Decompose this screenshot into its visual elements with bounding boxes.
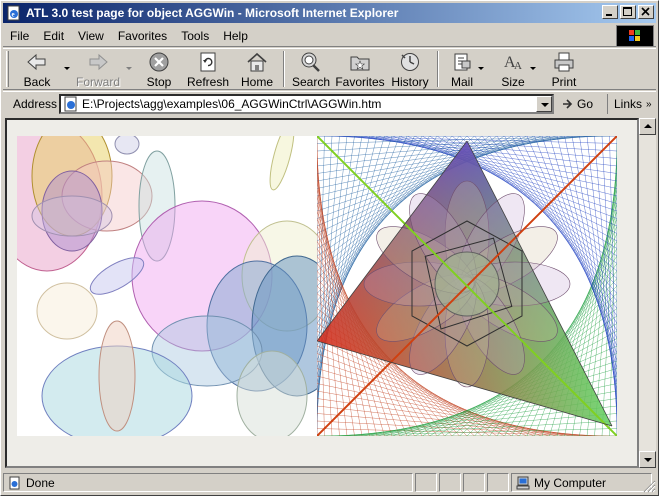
history-button[interactable]: History — [386, 49, 434, 89]
scroll-down-button[interactable] — [639, 451, 656, 468]
status-panel-empty-3 — [463, 473, 485, 492]
close-icon — [641, 7, 650, 16]
toolbar-separator — [437, 51, 439, 87]
agg-ellipses-canvas[interactable] — [17, 136, 317, 436]
forward-arrow-icon — [89, 53, 108, 71]
ie-page-icon: e — [7, 5, 20, 21]
menu-tools[interactable]: Tools — [181, 28, 210, 43]
back-dropdown-icon[interactable] — [64, 67, 70, 70]
resize-grip-icon[interactable] — [642, 479, 656, 493]
my-computer-icon — [516, 476, 530, 489]
back-arrow-icon — [27, 53, 46, 71]
chevron-right-icon[interactable]: » — [646, 98, 652, 110]
links-toolbar[interactable]: Links » — [607, 94, 652, 114]
refresh-button[interactable]: Refresh — [182, 49, 234, 89]
status-zone-panel: My Computer — [511, 473, 652, 492]
address-bar: Address E:\Projects\agg\examples\06_AGGW… — [3, 91, 656, 115]
menu-favorites[interactable]: Favorites — [117, 28, 168, 43]
caption-buttons — [600, 5, 654, 19]
scroll-up-button[interactable] — [639, 118, 656, 135]
svg-text:A: A — [504, 54, 516, 71]
search-button[interactable]: Search — [288, 49, 334, 89]
forward-button[interactable]: Forward — [72, 49, 132, 89]
toolbar-separator — [283, 51, 285, 87]
menu-file[interactable]: File — [10, 28, 30, 43]
address-input[interactable]: E:\Projects\agg\examples\06_AGGWinCtrl\A… — [59, 94, 554, 114]
svg-text:e: e — [12, 11, 15, 19]
mail-button[interactable]: Mail — [442, 49, 484, 89]
size-button[interactable]: A A Size — [494, 49, 536, 89]
home-icon — [247, 52, 267, 72]
maximize-icon — [623, 7, 632, 16]
windows-logo — [616, 25, 654, 47]
status-bar: Done My Computer — [3, 473, 656, 493]
menu-help[interactable]: Help — [223, 28, 248, 43]
menu-view[interactable]: View — [78, 28, 104, 43]
page-content — [5, 118, 639, 468]
print-button[interactable]: Print — [544, 49, 584, 89]
font-size-icon: A A — [504, 54, 522, 72]
address-label: Address — [13, 96, 58, 111]
printer-icon — [554, 52, 574, 72]
title-bar: e ATL 3.0 test page for object AGGWin - … — [3, 3, 656, 23]
go-button[interactable]: Go — [561, 94, 593, 114]
search-globe-icon — [301, 52, 320, 72]
address-dropdown-button[interactable] — [536, 96, 552, 112]
menu-bar: File Edit View Favorites Tools Help — [3, 25, 656, 47]
home-button[interactable]: Home — [234, 49, 280, 89]
status-text-panel: Done — [3, 473, 413, 492]
minimize-button[interactable] — [602, 5, 618, 19]
address-url[interactable]: E:\Projects\agg\examples\06_AGGWinCtrl\A… — [82, 97, 382, 111]
menu-edit[interactable]: Edit — [43, 28, 65, 43]
back-button[interactable]: Back — [12, 49, 70, 89]
toolbar-grip[interactable] — [6, 51, 9, 87]
status-panel-empty-2 — [439, 473, 461, 492]
minimize-icon — [606, 14, 612, 16]
maximize-button[interactable] — [620, 5, 636, 19]
windows-flag-icon — [629, 30, 640, 41]
standard-toolbar: Back Forward Stop Refresh — [3, 48, 656, 90]
svg-text:A: A — [514, 60, 522, 72]
vertical-scrollbar[interactable] — [639, 118, 656, 468]
stop-button[interactable]: Stop — [136, 49, 182, 89]
favorites-folder-icon — [350, 56, 370, 71]
close-button[interactable] — [638, 5, 654, 19]
agg-lines-canvas[interactable] — [317, 136, 617, 436]
history-icon — [401, 53, 419, 71]
forward-dropdown-icon[interactable] — [126, 67, 132, 70]
mail-dropdown-icon[interactable] — [478, 67, 484, 70]
window-title: ATL 3.0 test page for object AGGWin - Mi… — [26, 6, 399, 20]
size-dropdown-icon[interactable] — [530, 67, 536, 70]
status-panel-empty-4 — [487, 473, 509, 492]
stop-icon — [149, 52, 169, 72]
status-panel-empty-1 — [415, 473, 437, 492]
refresh-icon — [200, 52, 216, 72]
go-arrow-icon — [563, 99, 573, 109]
favorites-button[interactable]: Favorites — [334, 49, 386, 89]
page-icon — [64, 96, 77, 112]
mail-icon — [454, 53, 471, 71]
page-done-icon — [9, 476, 20, 489]
